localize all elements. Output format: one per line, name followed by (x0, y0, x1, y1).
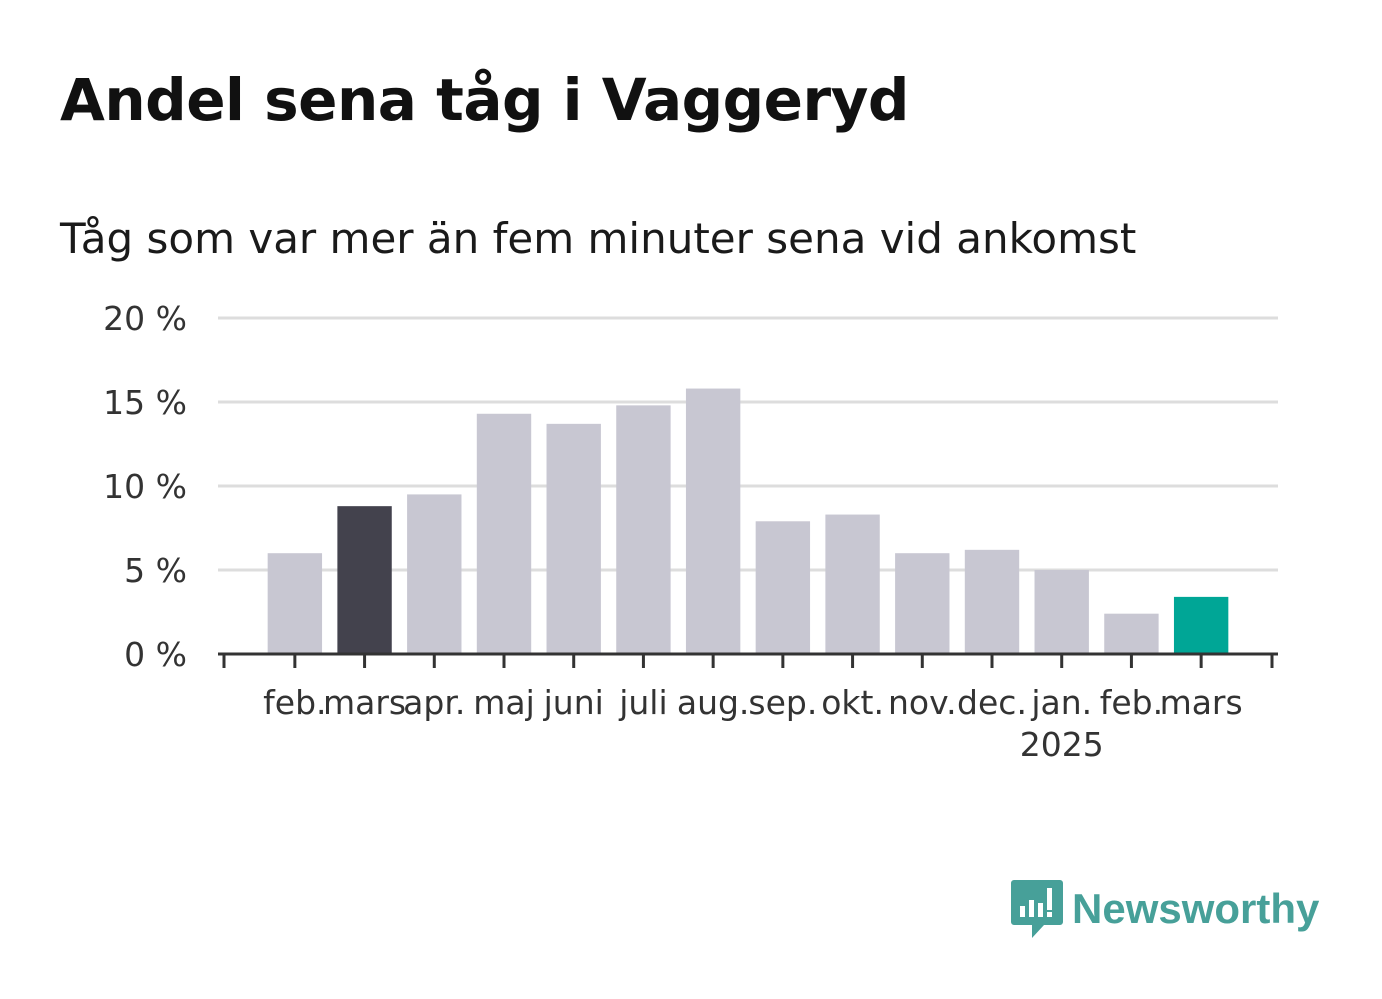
x-tick-label: aug. (677, 683, 750, 722)
x-tick-label: sep. (748, 683, 817, 722)
chart-title: Andel sena tåg i Vaggeryd (60, 66, 909, 134)
bar (267, 553, 323, 654)
bar (476, 413, 532, 654)
x-tick-label: feb. (263, 683, 326, 722)
bar (755, 521, 811, 654)
bar (825, 514, 880, 654)
x-tick-label: maj (473, 683, 535, 722)
y-tick-label: 0 % (124, 635, 187, 674)
x-tick-label: apr. (403, 683, 465, 722)
y-axis-tick-labels: 0 % 5 % 10 % 15 % 20 % (103, 299, 187, 674)
x-year-label: 2025 (1020, 725, 1104, 764)
bar (685, 388, 741, 654)
brand-logo: Newsworthy (1010, 878, 1319, 940)
y-tick-label: 20 % (103, 299, 187, 338)
bar (1173, 596, 1229, 654)
x-tick-label: jan. (1030, 683, 1092, 722)
brand-name: Newsworthy (1072, 885, 1320, 932)
newsworthy-logo-icon (1011, 880, 1063, 938)
x-tick-label: mars (1160, 683, 1243, 722)
bar (895, 553, 950, 654)
x-tick-label: mars (323, 683, 406, 722)
x-tick-label: juli (618, 683, 667, 722)
bar (337, 506, 392, 654)
y-tick-label: 5 % (124, 551, 187, 590)
x-axis (218, 652, 1278, 668)
bars (267, 388, 1229, 654)
x-tick-label: juni (543, 683, 604, 722)
x-tick-label: nov. (888, 683, 957, 722)
bar (546, 423, 601, 654)
y-tick-label: 10 % (103, 467, 187, 506)
x-tick-label: okt. (821, 683, 884, 722)
bar (1034, 570, 1089, 654)
x-tick-label: dec. (957, 683, 1027, 722)
x-tick-label: feb. (1100, 683, 1163, 722)
bar (616, 405, 671, 654)
bar (1104, 613, 1159, 654)
y-tick-label: 15 % (103, 383, 187, 422)
grid-lines (218, 316, 1278, 572)
bar (407, 494, 462, 654)
bar (964, 549, 1020, 654)
chart-subtitle: Tåg som var mer än fem minuter sena vid … (60, 214, 1137, 263)
